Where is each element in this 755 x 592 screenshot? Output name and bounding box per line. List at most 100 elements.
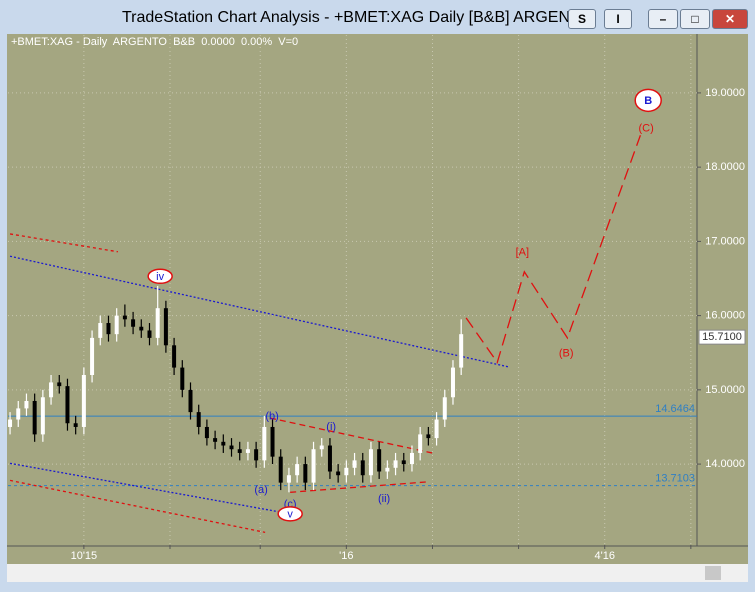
annotation-label: (a) [254, 484, 267, 496]
candle-body [262, 426, 267, 461]
candle-body [8, 419, 13, 427]
annotation-circle [277, 506, 303, 522]
annotation-label: (C) [639, 123, 654, 135]
trend-line [269, 417, 433, 454]
candle-body [24, 400, 29, 409]
x-tick-label: 4'16 [594, 550, 614, 562]
candle-body [336, 471, 341, 476]
y-tick-label: 16.0000 [705, 310, 745, 322]
candle-body [377, 449, 382, 472]
scrollbar[interactable] [7, 564, 748, 582]
last-price-box [698, 329, 746, 345]
candle-body [114, 315, 119, 335]
annotation-label: v [287, 509, 293, 521]
candle-body [229, 445, 234, 450]
candle-body [401, 460, 406, 465]
candle-body [73, 423, 78, 427]
candle-body [180, 367, 185, 390]
window-title: TradeStation Chart Analysis - +BMET:XAG … [122, 9, 592, 26]
candle-body [278, 456, 283, 483]
trend-line [9, 233, 119, 253]
trend-line [9, 255, 509, 368]
candle-body [163, 308, 168, 346]
candle-body [65, 386, 70, 424]
candle-body [221, 441, 226, 446]
candle-body [245, 449, 250, 453]
maximize-button[interactable]: □ [680, 9, 710, 29]
candle-body [393, 460, 398, 468]
y-tick-label: 18.0000 [705, 161, 745, 173]
annotation-label: [A] [516, 247, 529, 259]
candle-body [270, 426, 275, 457]
candle-body [57, 382, 62, 387]
candle-body [147, 330, 152, 338]
candle-body [295, 464, 300, 476]
trend-line [290, 481, 428, 493]
annotation-label: iv [156, 271, 164, 283]
annotation-circle [147, 268, 173, 285]
candle-body [106, 323, 111, 335]
annotation-label: (b) [265, 411, 278, 423]
price-line-label: 14.6464 [655, 403, 695, 415]
chart-subtitle: +BMET:XAG - Daily ARGENTO B&B 0.0000 0.0… [11, 36, 298, 48]
candle-body [237, 449, 242, 453]
candle-body [434, 419, 439, 439]
candle-body [204, 426, 209, 439]
y-tick-label: 15.0000 [705, 384, 745, 396]
annotation-label: B [644, 95, 652, 107]
annotation-label: (i) [326, 421, 336, 433]
price-line-label: 13.7103 [655, 472, 695, 484]
candle-body [319, 445, 324, 450]
candle-body [254, 449, 259, 461]
candle-body [450, 367, 455, 398]
candle-body [98, 323, 103, 338]
candle-body [327, 445, 332, 472]
candle-body [442, 397, 447, 420]
candle-body [368, 449, 373, 476]
last-price-label: 15.7100 [702, 331, 742, 343]
candle-body [131, 319, 136, 327]
candle-body [90, 337, 95, 375]
candle-body [40, 397, 45, 435]
candle-body [122, 315, 127, 320]
annotation-label: (ii) [378, 493, 390, 505]
trend-line [9, 479, 266, 534]
candle-body [286, 475, 291, 483]
candle-body [172, 345, 177, 368]
candle-body [196, 412, 201, 427]
style-button[interactable]: S [568, 9, 596, 29]
y-tick-label: 17.0000 [705, 235, 745, 247]
candle-body [32, 400, 37, 435]
candle-body [155, 308, 160, 338]
x-tick-label: 10'15 [71, 550, 98, 562]
candle-body [426, 434, 431, 439]
y-tick-label: 14.0000 [705, 458, 745, 470]
candle-body [352, 460, 357, 468]
annotation-label: (B) [559, 348, 574, 360]
candle-body [360, 460, 365, 476]
candle-body [409, 452, 414, 465]
candle-body [344, 467, 349, 476]
candle-body [188, 389, 193, 413]
candle-body [418, 434, 423, 453]
trend-line [465, 134, 642, 364]
candle-body [213, 438, 218, 442]
annotation-circle [634, 88, 662, 113]
y-tick-label: 19.0000 [705, 87, 745, 99]
candle-body [16, 408, 21, 420]
x-tick-label: '16 [339, 550, 353, 562]
x-axis-strip [7, 546, 748, 564]
candle-body [49, 382, 54, 398]
candle-body [311, 449, 316, 483]
scroll-thumb[interactable] [705, 566, 721, 580]
candle-body [139, 326, 144, 331]
minimize-button[interactable]: – [648, 9, 678, 29]
insert-button[interactable]: I [604, 9, 632, 29]
candle-body [81, 375, 86, 427]
candle-body [459, 334, 464, 368]
title-bar: TradeStation Chart Analysis - +BMET:XAG … [0, 0, 755, 33]
candle-body [303, 464, 308, 483]
close-button[interactable]: ✕ [712, 9, 748, 29]
